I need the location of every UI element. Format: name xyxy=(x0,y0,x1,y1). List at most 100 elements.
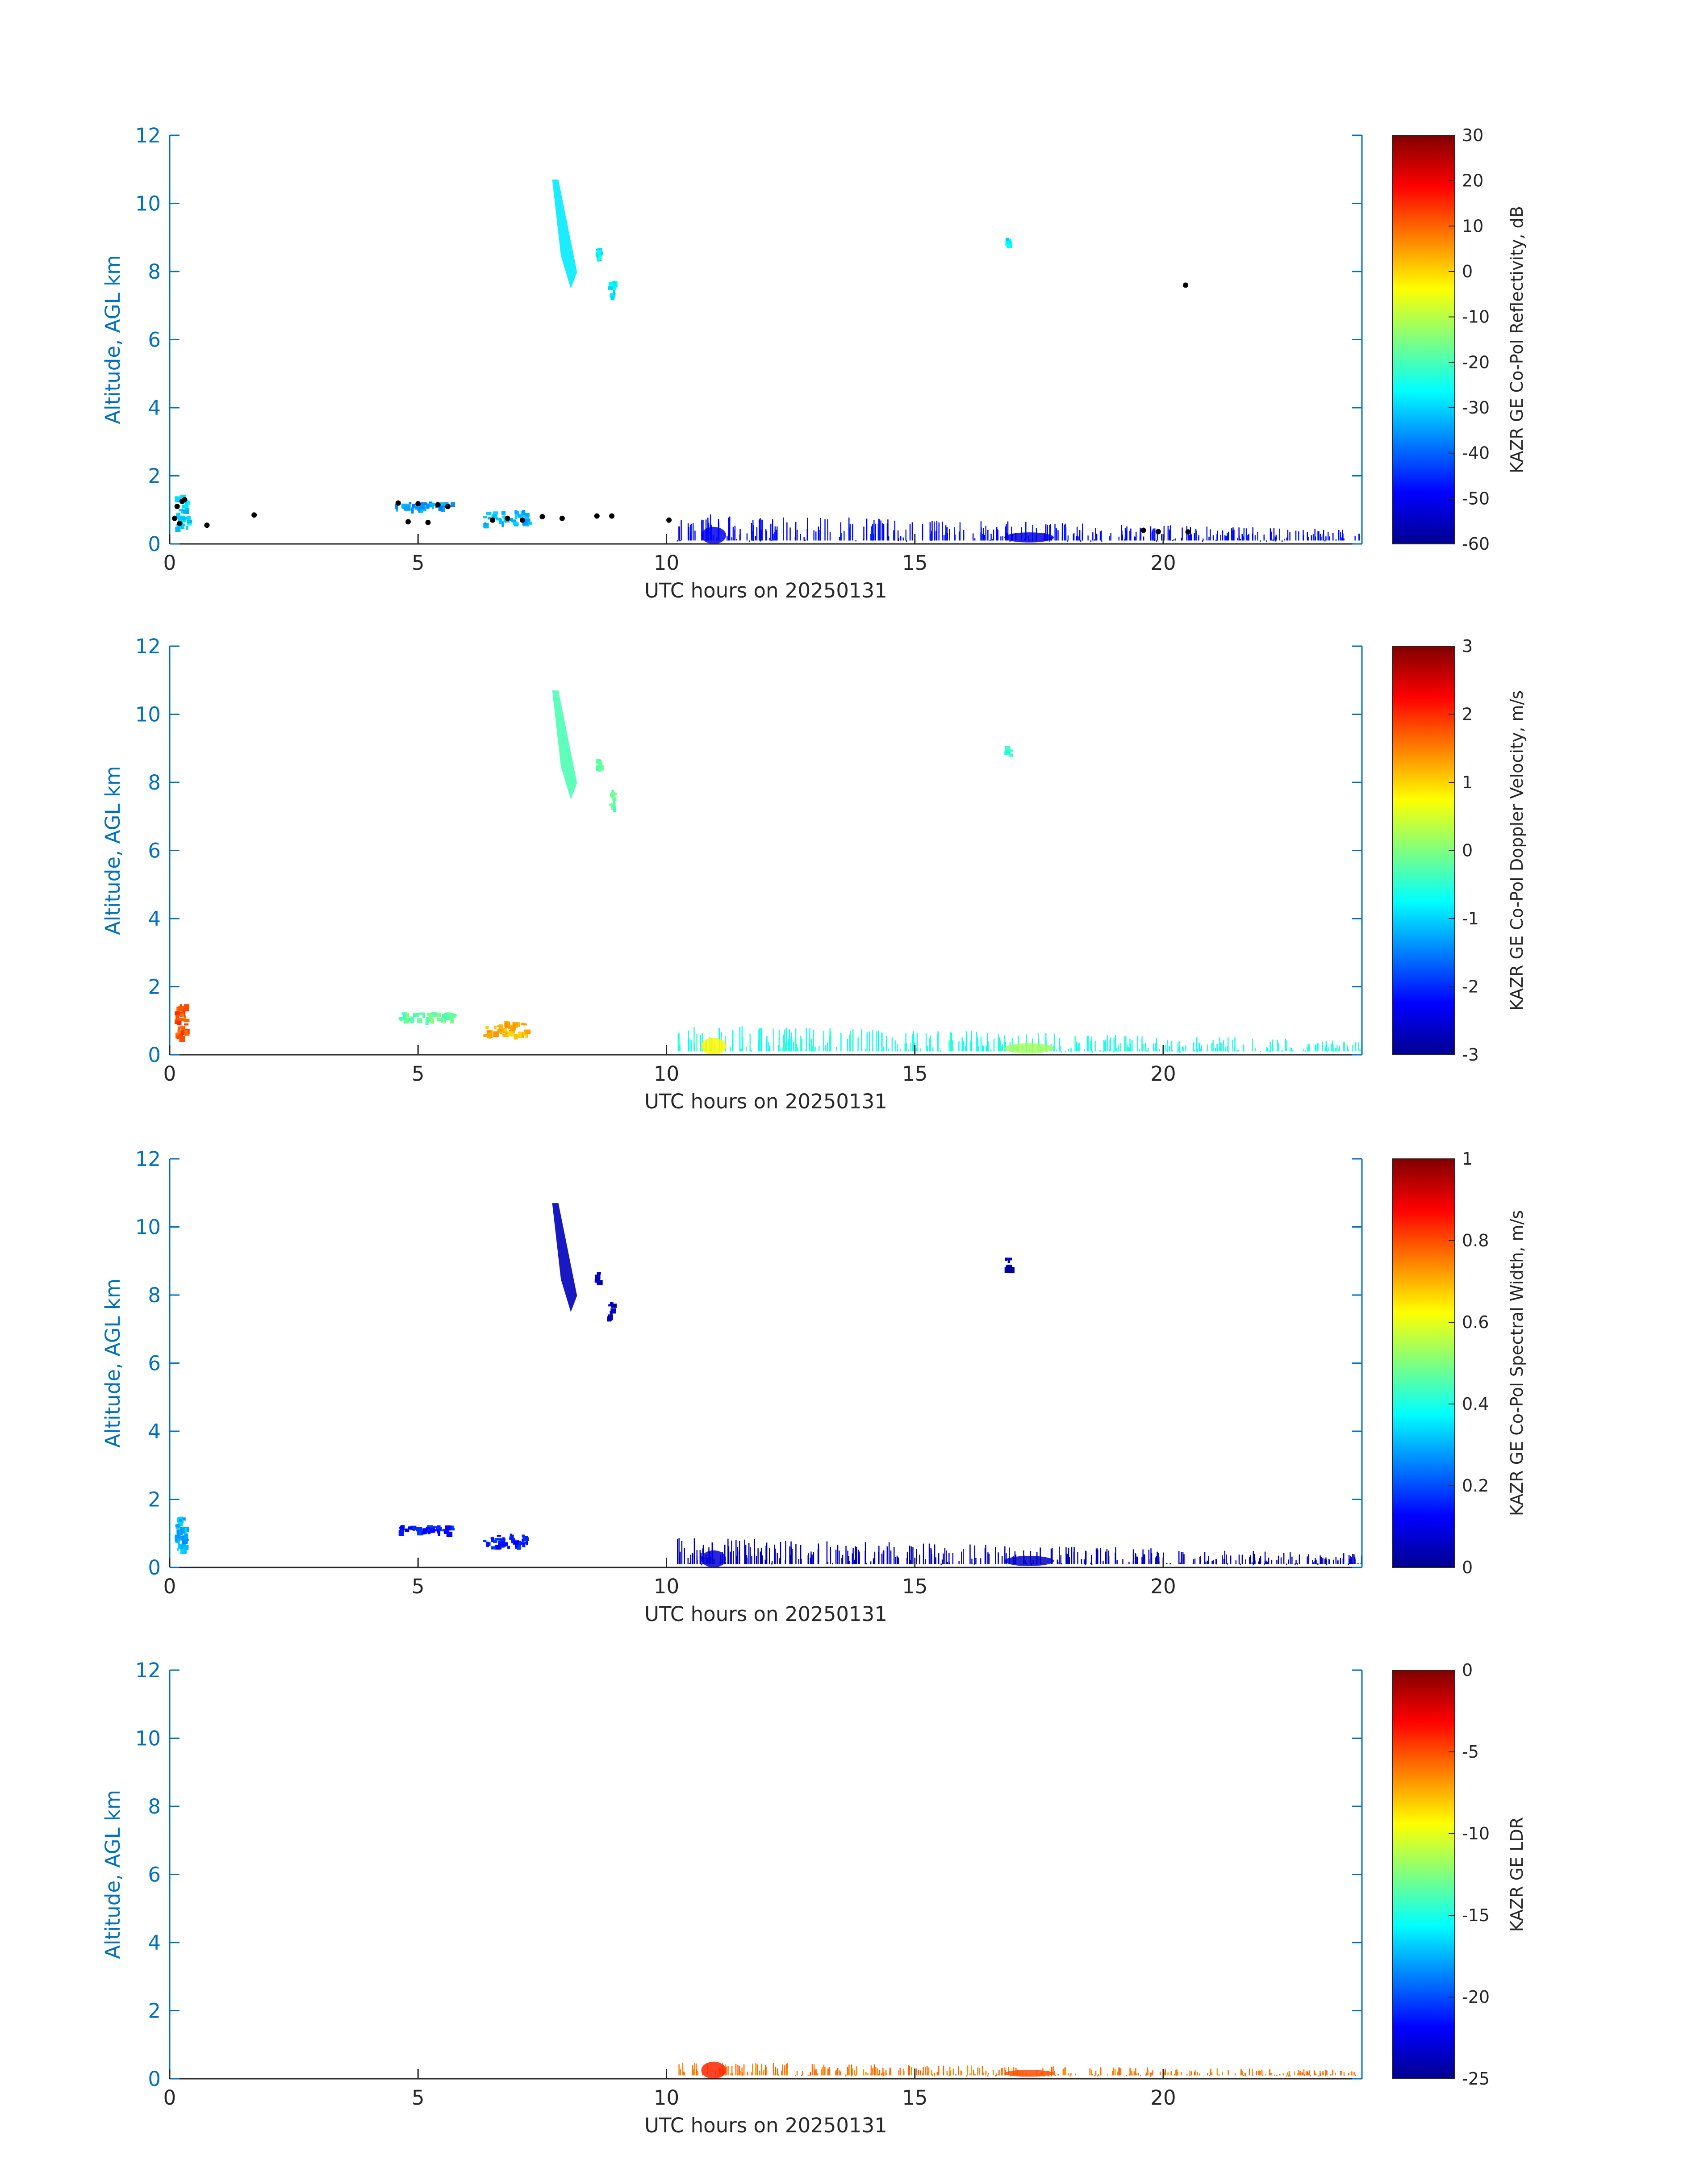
echo-streak xyxy=(746,1047,747,1052)
echo-streak xyxy=(796,2071,798,2076)
echo-streak xyxy=(1268,1557,1270,1564)
echo-streak xyxy=(948,1040,950,1052)
echo-streak xyxy=(988,2073,990,2076)
echo-streak xyxy=(861,1029,862,1052)
echo-streak xyxy=(971,1031,972,1052)
echo-streak xyxy=(829,1036,831,1052)
echo-streak xyxy=(1119,1042,1121,1052)
echo-streak xyxy=(1211,1043,1213,1052)
echo-streak xyxy=(1216,2068,1218,2076)
echo-streak xyxy=(755,536,756,541)
echo-patch xyxy=(597,252,601,257)
echo-streak xyxy=(1307,1556,1308,1564)
echo-streak xyxy=(1314,2072,1315,2076)
echo-streak xyxy=(932,1047,934,1052)
y-axis-label: Altitude, AGL km xyxy=(101,766,125,935)
echo-streak xyxy=(927,2066,928,2076)
echo-patch xyxy=(180,1545,184,1549)
echo-streak xyxy=(1126,526,1128,541)
echo-streak xyxy=(795,522,797,541)
echo-streak xyxy=(919,2070,921,2076)
echo-patch xyxy=(1005,746,1011,750)
echo-streak xyxy=(1124,1045,1126,1052)
echo-streak xyxy=(864,1049,866,1052)
echo-streak xyxy=(1307,2073,1309,2076)
echo-streak xyxy=(702,1033,703,1052)
echo-patch xyxy=(522,1534,525,1537)
echo-streak xyxy=(1189,2074,1190,2076)
echo-streak xyxy=(1156,1556,1157,1564)
echo-streak xyxy=(840,1033,842,1052)
echo-streak xyxy=(791,1032,792,1052)
echo-streak xyxy=(1077,526,1078,541)
echo-streak xyxy=(993,2070,994,2076)
echo-patch xyxy=(510,1026,513,1032)
echo-streak xyxy=(955,2074,956,2076)
echo-streak xyxy=(1325,1557,1327,1564)
echo-streak xyxy=(766,531,768,541)
echo-patch xyxy=(490,1537,494,1540)
echo-streak xyxy=(727,536,728,541)
echo-streak xyxy=(1281,1049,1283,1052)
echo-streak xyxy=(1167,1050,1169,1052)
echo-streak xyxy=(872,2068,873,2076)
echo-streak xyxy=(824,519,826,541)
echo-streak xyxy=(1148,1550,1150,1564)
echo-streak xyxy=(1205,1562,1207,1564)
echo-streak xyxy=(856,2066,857,2076)
echo-streak xyxy=(909,1546,910,1564)
data-field xyxy=(175,180,1363,544)
echo-streak xyxy=(1244,2075,1246,2077)
echo-patch xyxy=(527,522,533,525)
echo-streak xyxy=(1007,521,1009,541)
echo-streak xyxy=(931,2070,932,2076)
echo-streak xyxy=(876,1031,877,1052)
echo-streak xyxy=(950,1032,952,1052)
echo-streak xyxy=(1193,1048,1194,1052)
echo-streak xyxy=(888,1542,890,1564)
y-tick-label: 12 xyxy=(135,1147,161,1171)
echo-streak xyxy=(1234,2073,1236,2076)
colorbar-tick-label: -30 xyxy=(1462,398,1490,418)
echo-streak xyxy=(1266,540,1267,542)
echo-streak xyxy=(819,1046,820,1052)
echo-streak xyxy=(1115,1035,1116,1052)
echo-streak xyxy=(1062,2070,1064,2076)
echo-streak xyxy=(1002,1556,1003,1564)
echo-streak xyxy=(1329,536,1330,541)
echo-streak xyxy=(1340,532,1341,541)
echo-streak xyxy=(1175,2069,1177,2076)
echo-streak xyxy=(758,1040,759,1052)
echo-streak xyxy=(1102,1560,1104,1564)
echo-streak xyxy=(1325,2075,1326,2077)
echo-streak xyxy=(765,529,767,541)
echo-streak xyxy=(905,1033,906,1052)
echo-streak xyxy=(908,1049,910,1052)
echo-streak xyxy=(893,530,894,541)
echo-streak xyxy=(1241,1555,1243,1564)
echo-patch xyxy=(1006,1265,1012,1268)
echo-streak xyxy=(847,1039,848,1052)
echo-streak xyxy=(1002,536,1003,541)
echo-streak xyxy=(1155,1043,1157,1052)
echo-patch xyxy=(525,1033,528,1038)
colorbar-label: KAZR GE Co-Pol Reflectivity, dB xyxy=(1507,206,1527,473)
echo-streak xyxy=(832,1563,833,1565)
echo-streak xyxy=(740,1049,742,1052)
echo-streak xyxy=(813,1552,814,1564)
echo-streak xyxy=(1191,2071,1192,2076)
echo-streak xyxy=(750,1547,751,1564)
echo-streak xyxy=(1295,1560,1297,1564)
echo-streak xyxy=(1068,1049,1069,1052)
echo-streak xyxy=(903,2071,905,2076)
echo-streak xyxy=(691,1553,693,1564)
echo-patch xyxy=(427,1012,433,1017)
echo-streak xyxy=(1087,1036,1089,1052)
echo-streak xyxy=(689,1563,690,1564)
echo-streak xyxy=(954,527,955,541)
echo-streak xyxy=(809,1028,810,1052)
echo-streak xyxy=(875,523,876,541)
echo-streak xyxy=(960,2070,962,2076)
echo-streak xyxy=(1220,1042,1222,1052)
echo-patch xyxy=(178,1027,180,1032)
